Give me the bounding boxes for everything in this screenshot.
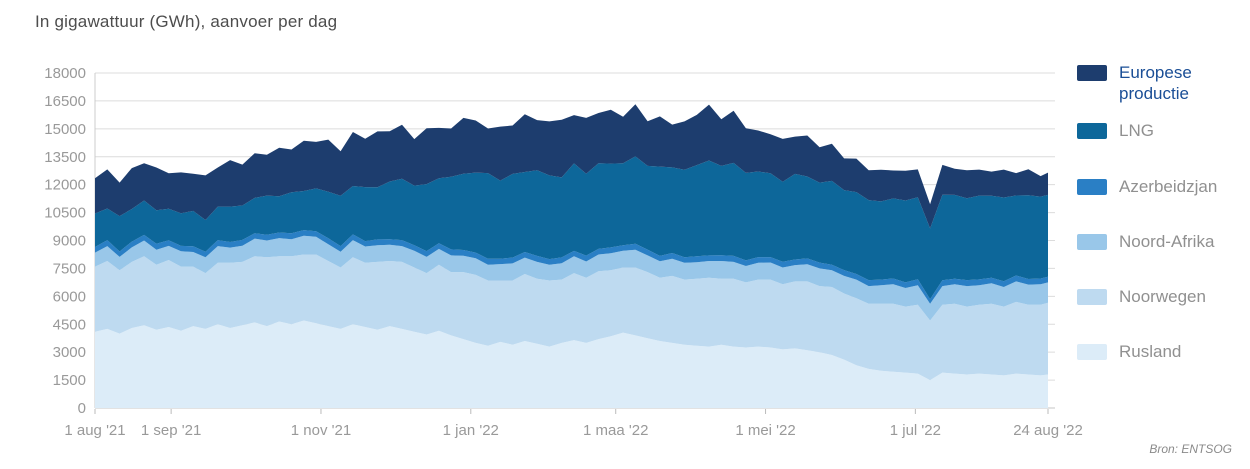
y-tick-label: 9000 xyxy=(53,233,86,250)
y-tick-label: 6000 xyxy=(53,288,86,305)
legend-label: Azerbeidzjan xyxy=(1119,177,1218,196)
x-axis-labels: 1 aug '21 1 sep '21 1 nov '21 1 jan '22 1 ma… xyxy=(64,409,1083,439)
source-note: Bron: ENTSOG xyxy=(1149,442,1232,456)
legend-swatch-azerbeidzjan xyxy=(1077,179,1107,195)
y-tick-label: 1500 xyxy=(53,372,86,389)
y-tick-label: 13500 xyxy=(44,149,86,166)
y-tick-label: 12000 xyxy=(44,177,86,194)
x-tick-label: 1 jul '22 xyxy=(890,422,941,439)
y-tick-label: 15000 xyxy=(44,121,86,138)
area-noorwegen[interactable] xyxy=(95,254,1048,381)
stacked-areas xyxy=(95,104,1048,408)
legend-label: Rusland xyxy=(1119,342,1182,361)
y-tick-label: 3000 xyxy=(53,344,86,361)
y-tick-label: 18000 xyxy=(44,65,86,82)
legend-label: Noord-Afrika xyxy=(1119,232,1215,251)
y-axis-labels: 0 1500 3000 4500 6000 7500 9000 10500 12000 13500… xyxy=(44,65,86,417)
x-tick-label: 1 mei '22 xyxy=(735,422,795,439)
area-lng[interactable] xyxy=(95,156,1048,300)
y-tick-label: 0 xyxy=(78,400,86,417)
x-tick-label: 1 sep '21 xyxy=(141,422,201,439)
x-tick-label: 24 aug '22 xyxy=(1013,422,1083,439)
legend-swatch-rusland xyxy=(1077,344,1107,360)
x-tick-label: 1 jan '22 xyxy=(443,422,499,439)
legend-label: LNG xyxy=(1119,121,1154,140)
chart-title: In gigawattuur (GWh), aanvoer per dag xyxy=(35,12,338,31)
x-tick-label: 1 maa '22 xyxy=(583,422,648,439)
legend-item-europese-productie[interactable]: Europese productie xyxy=(1077,62,1239,104)
legend-swatch-noorwegen xyxy=(1077,289,1107,305)
legend-swatch-lng xyxy=(1077,123,1107,139)
y-tick-label: 16500 xyxy=(44,93,86,110)
legend-item-noorwegen[interactable]: Noorwegen xyxy=(1077,286,1239,307)
y-tick-label: 7500 xyxy=(53,260,86,277)
legend-label: Europese productie xyxy=(1119,63,1192,103)
y-tick-label: 4500 xyxy=(53,316,86,333)
area-rusland[interactable] xyxy=(95,320,1048,409)
area-europese-productie[interactable] xyxy=(95,104,1048,229)
legend-label: Noorwegen xyxy=(1119,287,1206,306)
legend-item-rusland[interactable]: Rusland xyxy=(1077,341,1239,362)
x-tick-label: 1 nov '21 xyxy=(291,422,351,439)
area-noord-afrika[interactable] xyxy=(95,235,1048,321)
x-tick-label: 1 aug '21 xyxy=(64,422,125,439)
legend-item-noord-afrika[interactable]: Noord-Afrika xyxy=(1077,231,1239,252)
legend-swatch-noord-afrika xyxy=(1077,234,1107,250)
y-tick-label: 10500 xyxy=(44,205,86,222)
legend-item-lng[interactable]: LNG xyxy=(1077,120,1239,141)
legend-swatch-europese-productie xyxy=(1077,65,1107,81)
legend-item-azerbeidzjan[interactable]: Azerbeidzjan xyxy=(1077,176,1239,197)
